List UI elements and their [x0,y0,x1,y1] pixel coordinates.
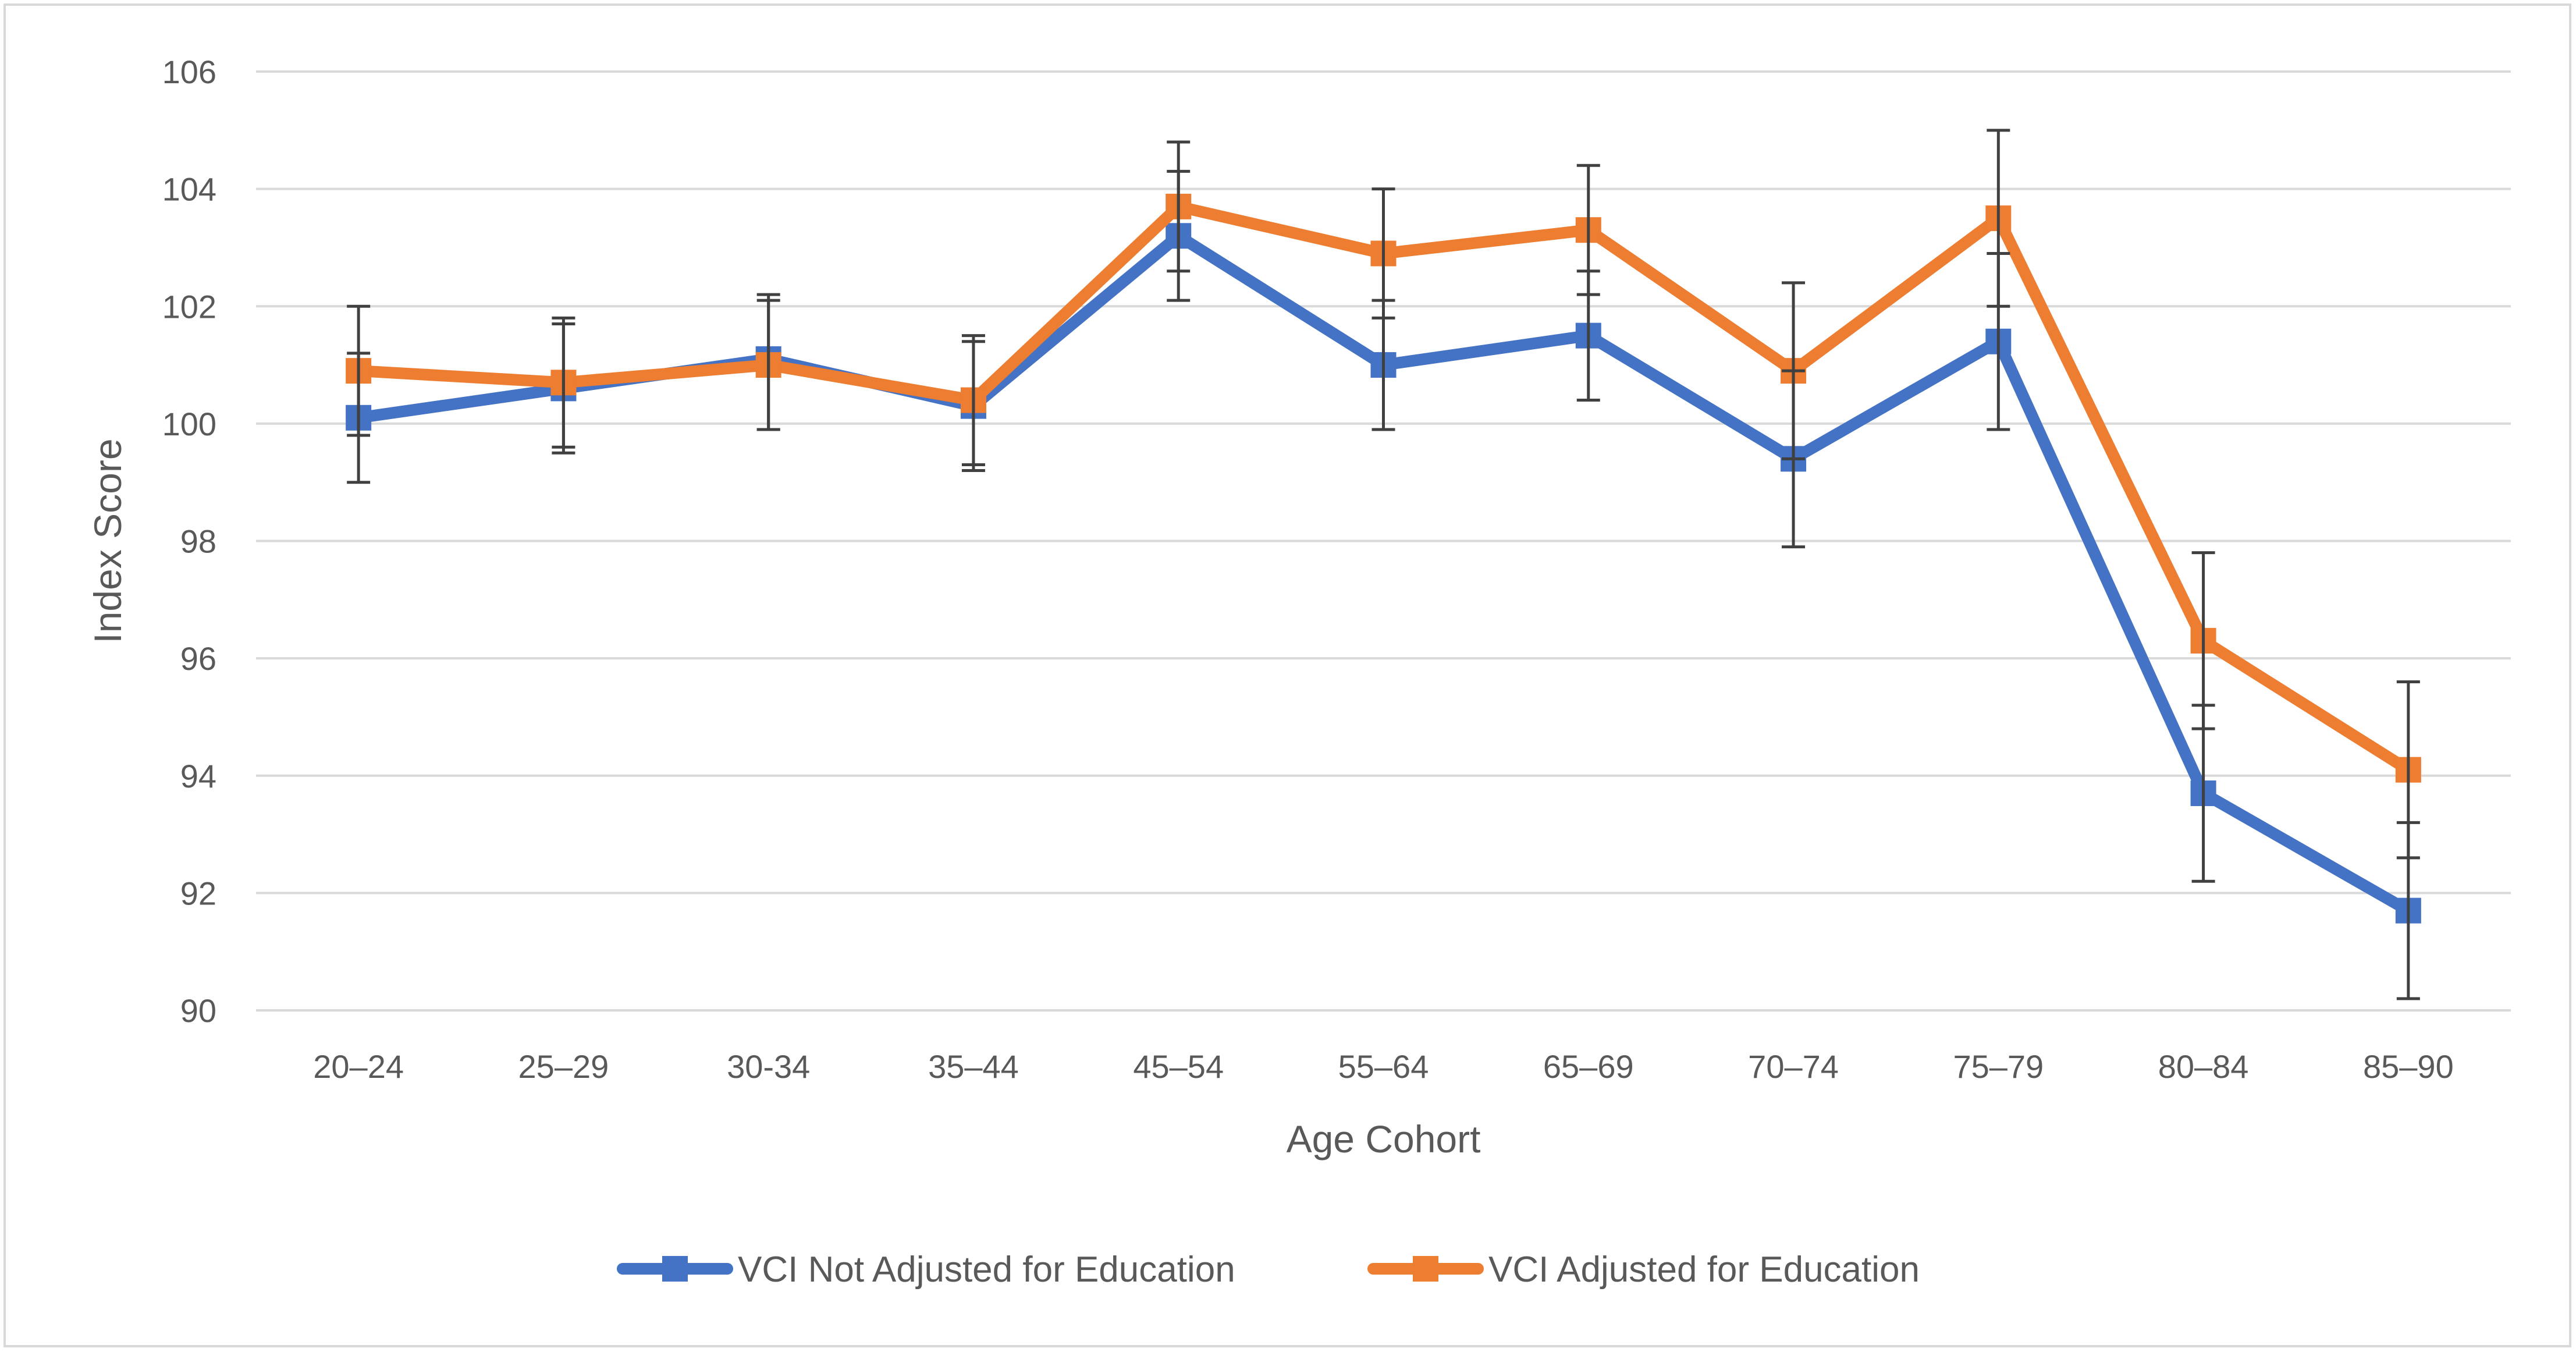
x-tick-label: 75–79 [1953,1048,2044,1085]
y-tick-label: 90 [180,992,216,1029]
x-tick-label: 45–54 [1133,1048,1224,1085]
legend-marker [1413,1256,1438,1282]
x-tick-label: 35–44 [928,1048,1019,1085]
error-bar [2396,680,2420,860]
x-tick-label: 30-34 [727,1048,810,1085]
legend-marker [662,1256,688,1282]
error-bar [2191,551,2215,730]
y-axis-tick-labels: 90 92 94 96 98 100 102 104 106 [162,54,216,1029]
error-bar [552,316,575,449]
x-axis-tick-labels: 20–24 25–29 30-34 35–44 45–54 55–64 65–69 70–74… [313,1048,2453,1085]
x-tick-label: 85–90 [2363,1048,2454,1085]
y-tick-label: 102 [162,288,216,325]
error-bar [1167,140,1191,273]
legend: VCI Not Adjusted for Education VCI Adjust… [617,1250,1920,1290]
y-tick-label: 92 [180,875,216,911]
y-axis-title: Index Score [86,438,129,643]
y-tick-label: 100 [162,406,216,442]
y-tick-label: 98 [180,523,216,560]
error-bars-series-2 [347,129,2420,860]
x-axis-title: Age Cohort [1287,1117,1481,1161]
x-tick-label: 55–64 [1338,1048,1429,1085]
x-tick-label: 20–24 [313,1048,404,1085]
x-tick-label: 80–84 [2158,1048,2249,1085]
error-bar [1576,164,1600,296]
error-bar [1987,129,2010,308]
error-bar [756,299,780,431]
error-bar [961,334,985,466]
error-bar [1372,187,1395,320]
error-bar [347,304,371,437]
error-bar-layer [347,129,2420,1000]
x-tick-label: 25–29 [518,1048,609,1085]
legend-label: VCI Not Adjusted for Education [738,1250,1235,1290]
legend-item-1: VCI Not Adjusted for Education [617,1250,1235,1290]
legend-label: VCI Adjusted for Education [1488,1250,1920,1290]
y-tick-label: 106 [162,54,216,90]
legend-item-2: VCI Adjusted for Education [1367,1250,1920,1290]
y-tick-label: 94 [180,758,216,794]
error-bar [1782,281,1806,460]
y-tick-label: 104 [162,171,216,208]
x-tick-label: 65–69 [1543,1048,1634,1085]
y-tick-label: 96 [180,640,216,677]
x-tick-label: 70–74 [1748,1048,1839,1085]
